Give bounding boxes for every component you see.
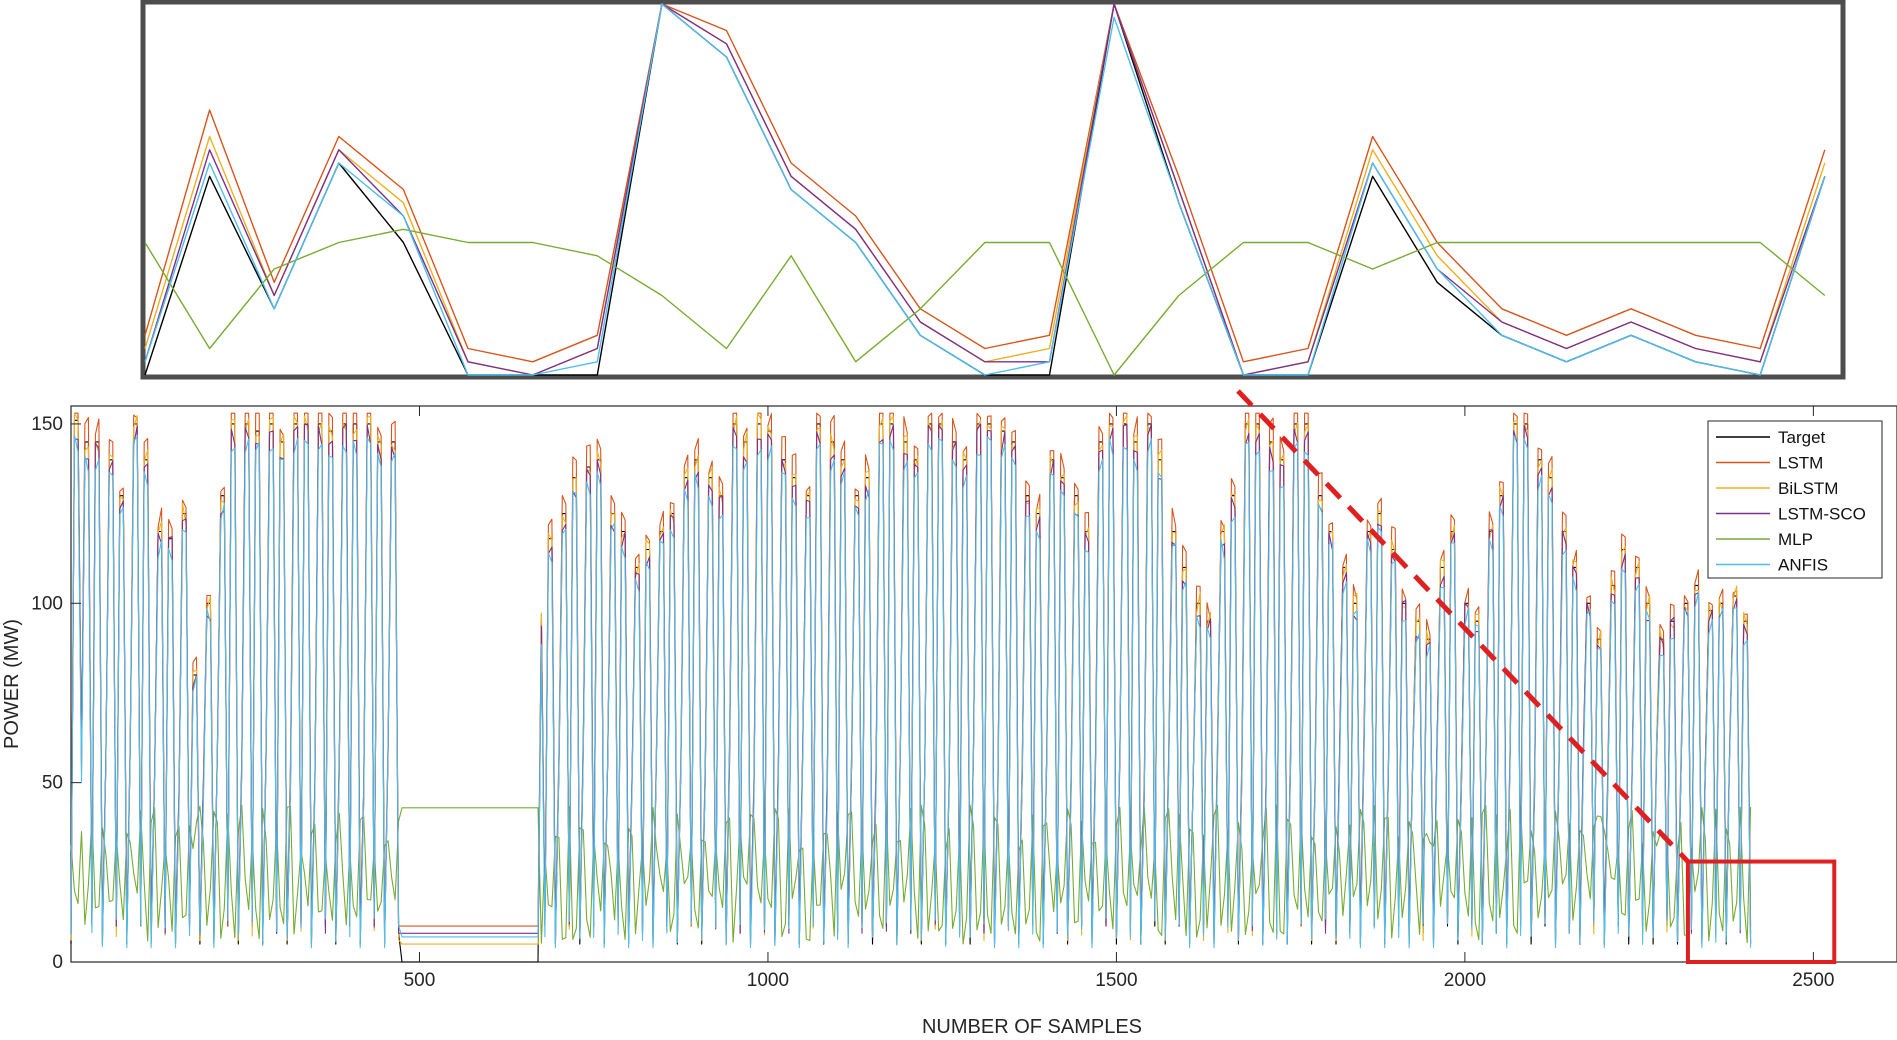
x-tick-label: 2500 — [1792, 970, 1834, 991]
legend-label: LSTM — [1778, 454, 1823, 473]
inset-series-lines — [144, 3, 1826, 376]
y-tick-label: 150 — [31, 414, 63, 435]
x-tick-label: 1500 — [1095, 970, 1137, 991]
y-axis-label: POWER (MW) — [1, 619, 23, 749]
x-tick-label: 500 — [404, 970, 436, 991]
zoom-region-box — [1685, 859, 1837, 964]
y-axis-ticks: 0 50 100 150 — [31, 414, 81, 973]
inset-line-lstm-sco — [144, 3, 1826, 376]
legend-label: BiLSTM — [1778, 479, 1838, 498]
series-line-anfis — [70, 434, 1752, 949]
zoom-connector — [1236, 389, 1690, 864]
main-series-lines — [70, 412, 1752, 963]
inset-frame — [140, 0, 1846, 380]
y-tick-label: 0 — [52, 952, 63, 973]
legend: Target LSTM BiLSTM LSTM-SCO MLP ANFIS — [1707, 420, 1883, 579]
y-tick-label: 100 — [31, 593, 63, 614]
x-axis-ticks: 500 1000 1500 2000 2500 — [404, 406, 1835, 991]
inset-line-mlp — [144, 228, 1826, 376]
zoom-indicator — [1236, 389, 1837, 964]
inset-line-lstm — [144, 3, 1826, 363]
legend-label: MLP — [1778, 530, 1813, 549]
x-axis-label: NUMBER OF SAMPLES — [922, 1016, 1142, 1038]
x-tick-label: 2000 — [1444, 970, 1486, 991]
legend-label: LSTM-SCO — [1778, 505, 1866, 524]
inset-line-anfis — [144, 3, 1826, 376]
zoom-inset — [140, 0, 1846, 380]
x-tick-label: 1000 — [747, 970, 789, 991]
legend-box — [1707, 420, 1883, 579]
y-tick-label: 50 — [42, 773, 63, 794]
legend-label: Target — [1778, 428, 1826, 447]
main-axes: 500 1000 1500 2000 2500 0 50 100 150 NUMBER OF … — [1, 389, 1897, 1038]
legend-label: ANFIS — [1778, 556, 1828, 575]
